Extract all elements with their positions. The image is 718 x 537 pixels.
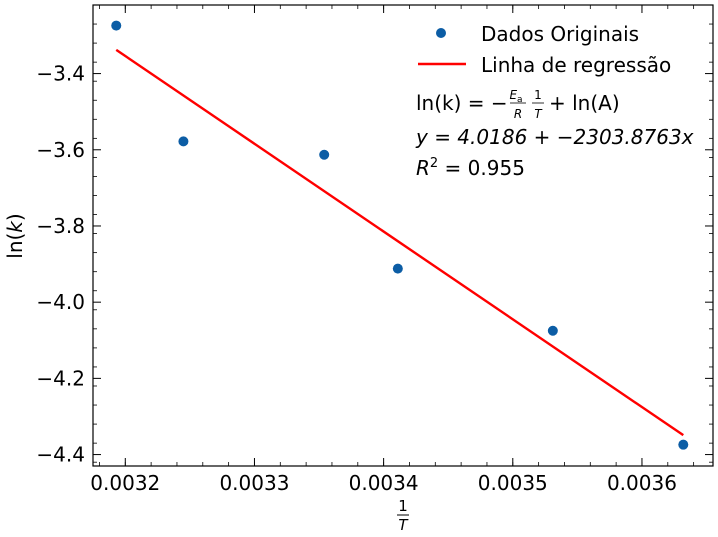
data-point xyxy=(111,20,122,31)
plot-frame xyxy=(92,4,714,467)
y-tick-label: −3.8 xyxy=(36,214,85,238)
svg-text:T: T xyxy=(398,516,409,534)
y-tick-label: −4.2 xyxy=(36,366,85,390)
legend-label-line: Linha de regressão xyxy=(481,53,671,77)
x-tick-label: 0.0032 xyxy=(90,471,160,495)
legend-label-scatter: Dados Originais xyxy=(481,22,639,46)
y-axis-label: ln(k) xyxy=(3,213,27,258)
data-point xyxy=(547,325,558,336)
x-tick-label: 0.0035 xyxy=(478,471,548,495)
svg-text:1: 1 xyxy=(398,497,408,515)
y-tick-label: −3.4 xyxy=(36,62,85,86)
y-axis-ticks: −3.4 −3.6 −3.8 −4.0 −4.2 −4.4 xyxy=(36,62,713,467)
equation-r: R xyxy=(514,107,522,121)
data-point xyxy=(392,263,403,274)
equation-lhs: ln(k) = − xyxy=(416,91,508,115)
fit-equation: y = 4.0186 + −2303.8763x xyxy=(415,125,694,149)
r-squared: R2 = 0.955 xyxy=(416,156,525,180)
data-points xyxy=(111,20,689,450)
y-tick-label: −3.6 xyxy=(36,138,85,162)
y-tick-label: −4.0 xyxy=(36,290,85,314)
equation-ea: Ea xyxy=(509,88,522,105)
legend: Dados Originais Linha de regressão xyxy=(418,22,671,77)
equation-t: T xyxy=(534,107,543,121)
data-point xyxy=(319,149,330,160)
x-axis-ticks: 0.0032 0.0033 0.0034 0.0035 0.0036 xyxy=(90,5,677,495)
x-tick-label: 0.0033 xyxy=(219,471,289,495)
equation-rhs: + ln(A) xyxy=(549,91,620,115)
regression-line-group xyxy=(115,48,684,437)
x-axis-label: 1 T xyxy=(397,497,409,534)
y-tick-label: −4.4 xyxy=(36,443,85,467)
x-tick-label: 0.0036 xyxy=(607,471,677,495)
equation-annotation: ln(k) = − Ea R 1 T + ln(A) y = 4.0186 + … xyxy=(415,88,694,180)
equation-one: 1 xyxy=(534,88,542,102)
data-point xyxy=(178,136,189,147)
x-tick-label: 0.0034 xyxy=(349,471,419,495)
regression-line xyxy=(115,48,684,437)
data-point xyxy=(678,439,689,450)
minor-ticks xyxy=(93,4,713,466)
legend-marker-scatter xyxy=(436,28,446,38)
